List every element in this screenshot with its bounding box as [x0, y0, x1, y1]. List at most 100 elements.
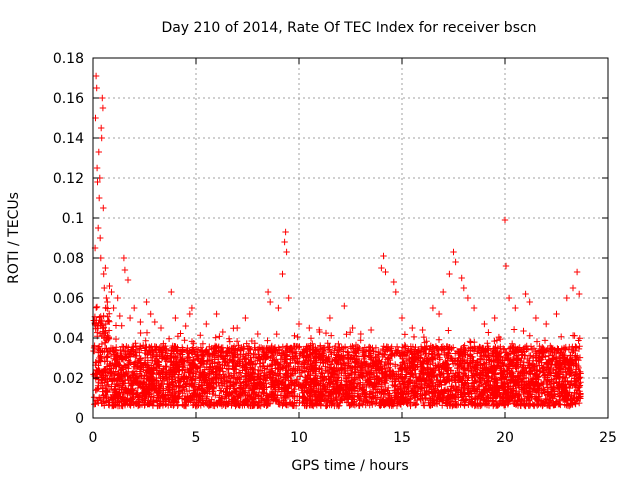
data-point — [100, 204, 107, 212]
data-point — [182, 322, 189, 330]
data-point — [234, 324, 241, 332]
data-point — [95, 148, 102, 156]
data-point — [285, 294, 292, 302]
data-point — [96, 194, 103, 202]
data-point — [151, 318, 158, 326]
data-point — [102, 264, 109, 272]
data-point — [188, 304, 196, 312]
data-point — [522, 290, 529, 298]
y-tick-label: 0 — [75, 411, 84, 427]
data-point — [349, 324, 356, 332]
data-point — [563, 294, 570, 302]
data-point — [532, 314, 540, 322]
data-point — [435, 310, 443, 318]
data-point — [275, 304, 282, 312]
y-tick-label: 0.04 — [53, 331, 84, 347]
data-point — [576, 290, 583, 298]
data-point — [108, 288, 115, 296]
data-point — [543, 320, 550, 328]
data-point — [390, 278, 397, 286]
y-tick-label: 0.02 — [53, 371, 84, 387]
data-point — [172, 314, 179, 322]
data-point — [512, 304, 519, 312]
data-point — [501, 216, 509, 224]
data-point — [429, 304, 437, 312]
data-point — [382, 268, 389, 276]
data-point — [186, 310, 193, 318]
data-point — [306, 324, 313, 332]
data-point — [106, 282, 113, 290]
data-point — [100, 270, 107, 278]
data-point — [93, 84, 100, 92]
data-point — [573, 268, 581, 276]
data-point — [470, 304, 478, 312]
data-point — [126, 314, 134, 322]
data-point — [440, 288, 447, 296]
data-point — [213, 310, 220, 318]
data-point — [392, 288, 399, 296]
data-point — [398, 314, 406, 322]
data-point — [569, 284, 577, 292]
data-point — [279, 270, 286, 278]
x-tick-label: 0 — [89, 430, 98, 446]
data-point — [147, 310, 154, 318]
data-point — [357, 330, 364, 338]
data-point — [326, 314, 334, 322]
data-point — [464, 294, 472, 302]
data-point — [116, 312, 123, 320]
data-point — [157, 324, 165, 332]
data-point — [295, 320, 303, 328]
data-point — [120, 254, 128, 262]
data-point — [203, 320, 210, 328]
data-point — [505, 294, 513, 302]
y-tick-label: 0.08 — [53, 251, 84, 267]
data-points — [90, 72, 584, 410]
data-point — [242, 314, 249, 322]
data-point — [92, 72, 100, 80]
data-point — [341, 302, 348, 310]
data-point — [124, 276, 132, 284]
data-point — [264, 288, 272, 296]
data-point — [98, 134, 105, 142]
data-point — [316, 328, 323, 336]
data-point — [283, 248, 290, 256]
data-point — [380, 252, 387, 260]
chart-title: Day 210 of 2014, Rate Of TEC Index for r… — [161, 20, 536, 36]
data-point — [481, 320, 488, 328]
x-tick-label: 10 — [290, 430, 308, 446]
data-point — [99, 104, 107, 112]
data-point — [131, 304, 138, 312]
data-point — [101, 284, 108, 292]
data-point — [282, 228, 289, 236]
data-point — [254, 330, 261, 338]
data-point — [97, 234, 104, 242]
x-axis-label: GPS time / hours — [291, 458, 408, 474]
data-point — [99, 94, 106, 102]
data-point — [452, 258, 459, 266]
y-axis-ticks: 0 0.02 0.04 0.06 0.08 0.1 0.12 0.14 0.16 0.18 — [53, 51, 608, 427]
data-point — [502, 262, 510, 270]
x-tick-label: 5 — [192, 430, 201, 446]
x-axis-ticks: 0 5 10 15 20 25 — [89, 58, 617, 446]
y-tick-label: 0.18 — [53, 51, 84, 67]
data-point — [267, 298, 274, 306]
x-tick-label: 15 — [393, 430, 411, 446]
data-point — [168, 288, 175, 296]
data-point — [110, 304, 117, 312]
data-point — [95, 224, 102, 232]
data-point — [121, 266, 129, 274]
data-point — [553, 310, 560, 318]
x-tick-label: 25 — [599, 430, 617, 446]
y-tick-label: 0.12 — [53, 171, 84, 187]
y-axis-label: ROTI / TECUs — [6, 192, 22, 284]
data-point — [526, 298, 533, 306]
data-point — [450, 248, 457, 256]
data-point — [98, 124, 105, 132]
data-point — [219, 328, 226, 336]
dense-data-band — [90, 303, 584, 410]
data-point — [409, 324, 416, 332]
data-point — [367, 326, 375, 334]
data-point — [103, 294, 110, 302]
y-tick-label: 0.16 — [53, 91, 84, 107]
data-point — [93, 164, 101, 172]
